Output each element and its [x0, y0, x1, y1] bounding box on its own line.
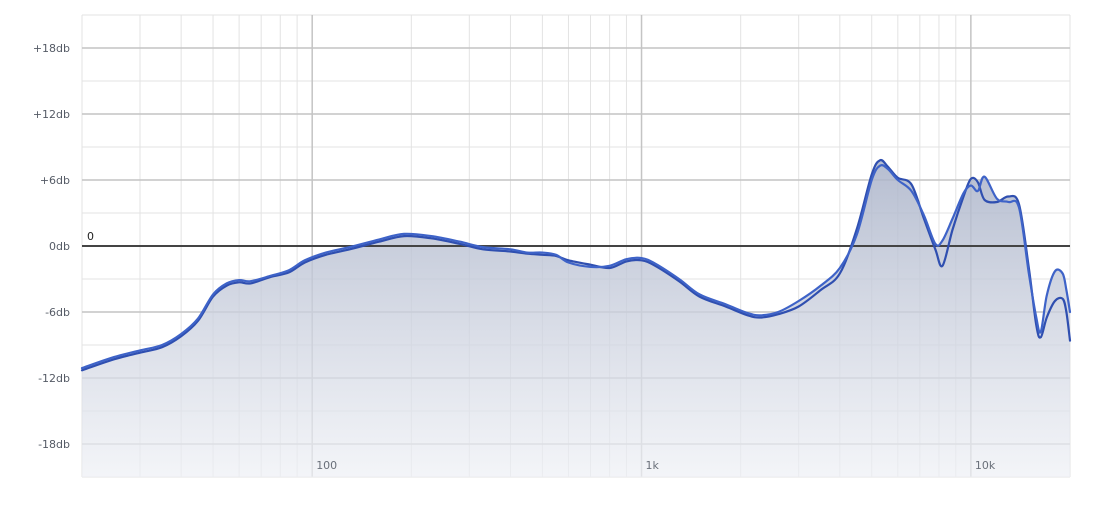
y-tick-label: 0db [49, 240, 70, 253]
x-tick-label: 10k [975, 459, 996, 472]
y-axis-tick-labels: +18db +12db +6db 0db -6db -12db -18db [33, 42, 70, 451]
zero-line-label: 0 [87, 230, 94, 243]
y-tick-label: -12db [38, 372, 70, 385]
x-tick-label: 1k [646, 459, 660, 472]
y-tick-label: -6db [45, 306, 70, 319]
series-layer [80, 158, 1072, 372]
y-tick-label: +12db [33, 108, 70, 121]
series-line-1 [80, 158, 1072, 372]
x-tick-label: 100 [316, 459, 337, 472]
series-line-2 [80, 164, 1072, 370]
response-area-fill [82, 159, 1070, 478]
y-tick-label: -18db [38, 438, 70, 451]
x-axis-tick-labels: 100 1k 10k [316, 459, 996, 472]
y-tick-label: +6db [40, 174, 70, 187]
y-tick-label: +18db [33, 42, 70, 55]
